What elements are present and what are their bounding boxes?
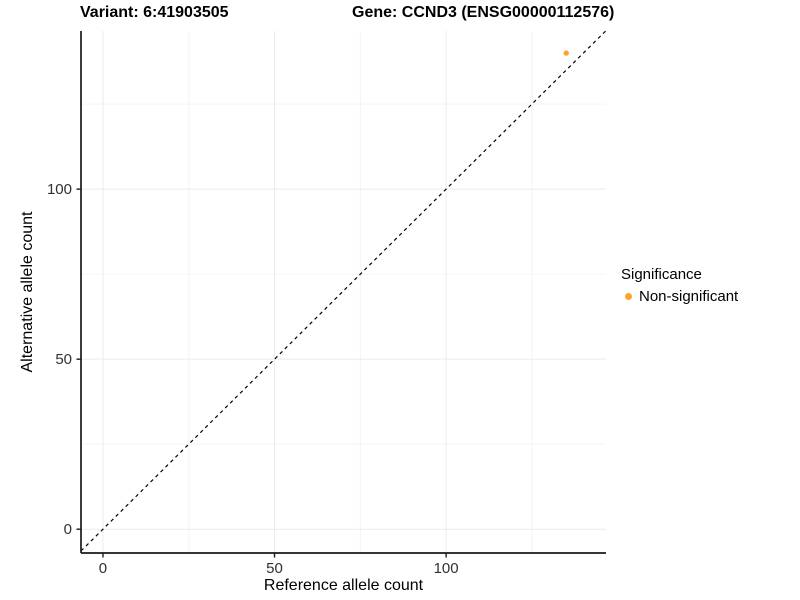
x-axis-title: Reference allele count [263,577,424,594]
variant-title: Variant: 6:41903505 [80,4,229,21]
x-tick-label: 100 [434,560,459,577]
legend-item: Non-significant [621,288,738,305]
legend-item-label: Non-significant [639,288,739,305]
legend: Significance Non-significant [621,266,738,305]
y-tick-label: 0 [64,521,72,538]
identity-dashed-line [80,30,607,552]
legend-title: Significance [621,266,702,283]
x-tick-label: 50 [266,560,283,577]
x-tick-label: 0 [99,560,107,577]
legend-point-icon [625,293,632,300]
y-tick-label: 100 [47,181,72,198]
y-tick-label: 50 [55,351,72,368]
data-point [563,50,569,56]
gene-title: Gene: CCND3 (ENSG00000112576) [352,4,615,21]
y-axis-title: Alternative allele count [19,211,36,373]
